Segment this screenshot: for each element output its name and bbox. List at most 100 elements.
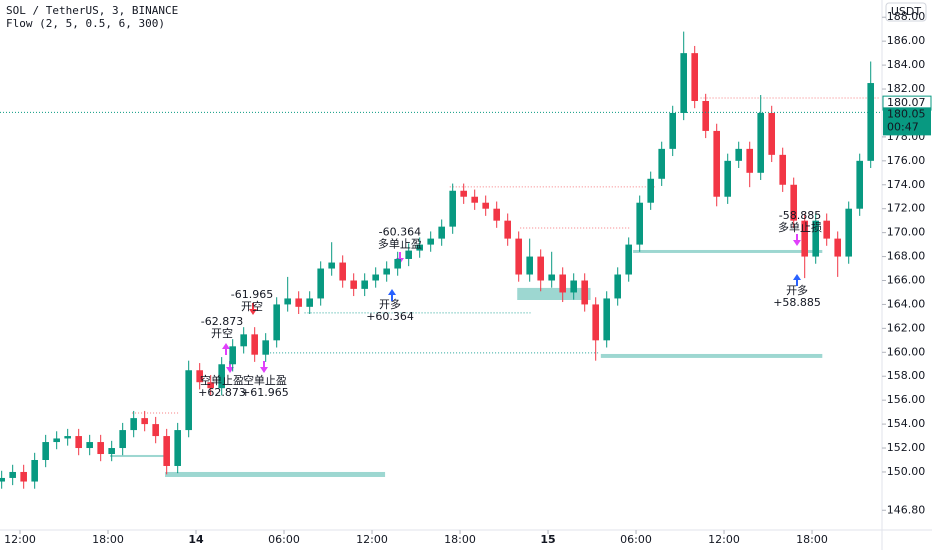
candle-body <box>735 148 743 161</box>
candle-body <box>339 262 346 281</box>
candle-body <box>537 256 544 281</box>
candle-body <box>273 304 280 341</box>
candle-body <box>20 471 27 482</box>
candle-body <box>790 184 798 221</box>
annotation-text: +62.873 <box>198 386 246 399</box>
annotation-text: 开空 <box>211 326 233 340</box>
candle-body <box>284 298 291 305</box>
y-tick-label: 156.00 <box>887 393 926 406</box>
x-tick-label: 18:00 <box>92 533 124 546</box>
x-tick-label: 14 <box>188 533 204 546</box>
y-tick-label: 160.00 <box>887 345 926 358</box>
candle-body <box>119 430 126 449</box>
candle-body <box>64 436 71 439</box>
x-tick-label: 12:00 <box>708 533 740 546</box>
x-tick-label: 12:00 <box>4 533 36 546</box>
zone <box>165 471 386 477</box>
currency-button[interactable] <box>885 2 927 22</box>
candle-body <box>438 226 445 239</box>
y-tick-label: 184.00 <box>887 58 926 71</box>
zone <box>517 287 591 301</box>
signal-arrow <box>388 289 396 301</box>
x-tick-label: 18:00 <box>796 533 828 546</box>
candle-body <box>482 202 489 209</box>
candle-body <box>75 436 82 449</box>
annotation-text: 多单止盈 <box>378 237 422 251</box>
candle-body <box>856 160 864 209</box>
annotation-text: -60.364 <box>379 226 421 239</box>
candle-body <box>350 280 357 289</box>
annotation-text: -62.873 <box>201 315 243 328</box>
signal-arrow <box>222 343 230 355</box>
currency-label: USDT <box>891 5 922 18</box>
zone <box>600 353 823 358</box>
candle-body <box>361 280 368 289</box>
indicator-name: Flow (2, 5, 0.5, 6, 300) <box>6 17 165 30</box>
candle-body <box>130 418 137 431</box>
candle-body <box>317 268 324 299</box>
candle-body <box>53 438 60 443</box>
x-tick-label: 15 <box>540 533 555 546</box>
candle-body <box>405 250 412 259</box>
candle-body <box>680 53 687 113</box>
x-tick-label: 12:00 <box>356 533 388 546</box>
candle-body <box>757 112 765 173</box>
y-tick-label: 154.00 <box>887 417 926 430</box>
annotation-text: 开多 <box>786 283 808 297</box>
candle-body <box>559 274 566 293</box>
x-tick-label: 06:00 <box>620 533 652 546</box>
candle-body <box>427 238 434 245</box>
signal-arrow <box>260 361 268 373</box>
candle-body <box>658 148 665 179</box>
y-tick-label: 166.00 <box>887 273 926 286</box>
candle-body <box>240 334 247 347</box>
zone <box>633 249 823 253</box>
y-tick-label: 170.00 <box>887 226 926 239</box>
annotation-text: 空单止盈 <box>200 373 244 387</box>
candle-body <box>394 258 401 269</box>
candle-body <box>746 148 754 173</box>
candle-body <box>801 220 809 257</box>
candle-body <box>691 53 698 101</box>
candle-body <box>141 418 148 425</box>
candle-body <box>702 100 709 131</box>
signal-arrow <box>226 361 234 373</box>
candle-body <box>152 424 159 437</box>
candle-body <box>97 442 104 455</box>
signal-arrow <box>249 303 257 315</box>
candle-body <box>647 178 654 203</box>
candle-body <box>416 244 423 251</box>
y-tick-label: 146.80 <box>887 503 926 516</box>
candle-body <box>867 83 875 161</box>
candle-body <box>218 364 225 389</box>
candle-body <box>515 238 522 275</box>
y-tick-label: 174.00 <box>887 178 926 191</box>
annotation-text: +61.965 <box>241 386 289 399</box>
candle-body <box>504 220 511 239</box>
candle-body <box>185 370 192 431</box>
candle-body <box>196 370 203 383</box>
candle-body <box>636 202 643 245</box>
candle-body <box>9 471 16 478</box>
candle-body <box>306 298 313 307</box>
candle-body <box>625 244 632 275</box>
candle-body <box>834 238 842 257</box>
annotation-text: 开空 <box>241 299 263 313</box>
candle-body <box>229 346 236 365</box>
x-tick-label: 18:00 <box>444 533 476 546</box>
candle-body <box>251 334 258 355</box>
candle-body <box>845 208 853 257</box>
y-tick-label: 152.00 <box>887 441 926 454</box>
y-tick-label: 176.00 <box>887 154 926 167</box>
candle-body <box>108 448 115 455</box>
candle-body <box>31 459 38 482</box>
candle-body <box>207 382 214 389</box>
signal-arrow <box>793 234 801 246</box>
candle-body <box>669 112 676 149</box>
candle-body <box>163 436 170 466</box>
candle-body <box>526 256 533 275</box>
y-tick-label: 162.00 <box>887 321 926 334</box>
candle-body <box>724 160 732 197</box>
y-tick-label: 186.00 <box>887 34 926 47</box>
